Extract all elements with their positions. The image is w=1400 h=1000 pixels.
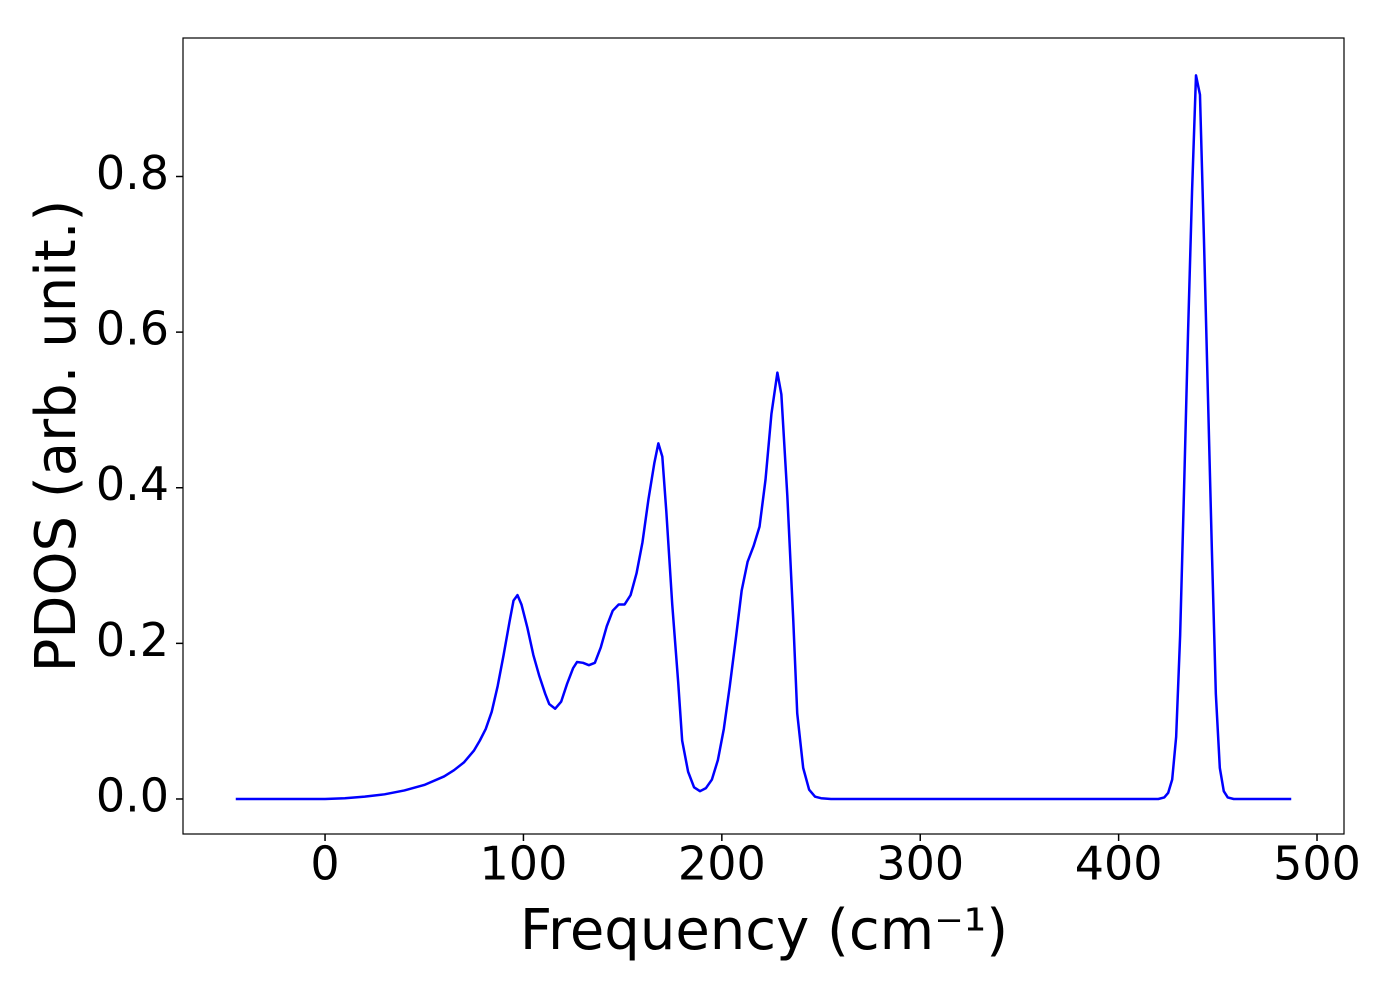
x-tick-label: 0 bbox=[310, 837, 339, 891]
y-axis-label: PDOS (arb. unit.) bbox=[24, 200, 89, 673]
x-axis-label: Frequency (cm⁻¹) bbox=[520, 898, 1008, 963]
x-tick-label: 200 bbox=[678, 837, 766, 891]
x-tick-label: 400 bbox=[1075, 837, 1163, 891]
data-line bbox=[235, 74, 1292, 801]
y-tick-label: 0.4 bbox=[96, 457, 169, 511]
plot-frame bbox=[182, 37, 1345, 835]
y-tick-label: 0.6 bbox=[96, 302, 169, 356]
y-tick-label: 0.0 bbox=[96, 768, 169, 822]
y-tick-label: 0.8 bbox=[96, 146, 169, 200]
x-tick-label: 300 bbox=[876, 837, 964, 891]
y-tick-label: 0.2 bbox=[96, 613, 169, 667]
x-tick-label: 500 bbox=[1273, 837, 1361, 891]
x-tick-label: 100 bbox=[480, 837, 568, 891]
